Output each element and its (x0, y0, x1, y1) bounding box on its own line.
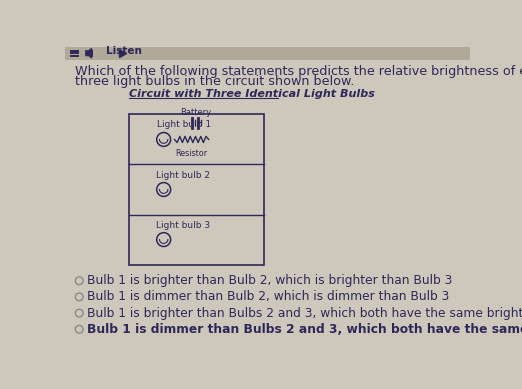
Text: Bulb 1 is brighter than Bulb 2, which is brighter than Bulb 3: Bulb 1 is brighter than Bulb 2, which is… (87, 274, 453, 287)
Text: Battery: Battery (181, 108, 212, 117)
Bar (65, 47, 470, 60)
Text: Circuit with Three Identical Light Bulbs: Circuit with Three Identical Light Bulbs (129, 89, 375, 99)
Text: Bulb 1 is dimmer than Bulb 2, which is dimmer than Bulb 3: Bulb 1 is dimmer than Bulb 2, which is d… (87, 291, 449, 303)
Text: Resistor: Resistor (175, 149, 208, 158)
Text: Light bulb 2: Light bulb 2 (156, 170, 210, 179)
Text: Bulb 1 is dimmer than Bulbs 2 and 3, which both have the same brightness: Bulb 1 is dimmer than Bulbs 2 and 3, whi… (87, 323, 522, 336)
Text: Bulb 1 is brighter than Bulbs 2 and 3, which both have the same brightness: Bulb 1 is brighter than Bulbs 2 and 3, w… (87, 307, 522, 320)
Text: Listen: Listen (105, 46, 141, 56)
Bar (129, 114, 265, 265)
Text: Light bulb 3: Light bulb 3 (156, 221, 210, 230)
Text: Light bulb 1: Light bulb 1 (158, 121, 211, 130)
Text: Which of the following statements predicts the relative brightness of each of th: Which of the following statements predic… (75, 65, 522, 78)
Text: three light bulbs in the circuit shown below.: three light bulbs in the circuit shown b… (75, 75, 354, 88)
Polygon shape (120, 50, 126, 58)
Polygon shape (86, 48, 91, 58)
